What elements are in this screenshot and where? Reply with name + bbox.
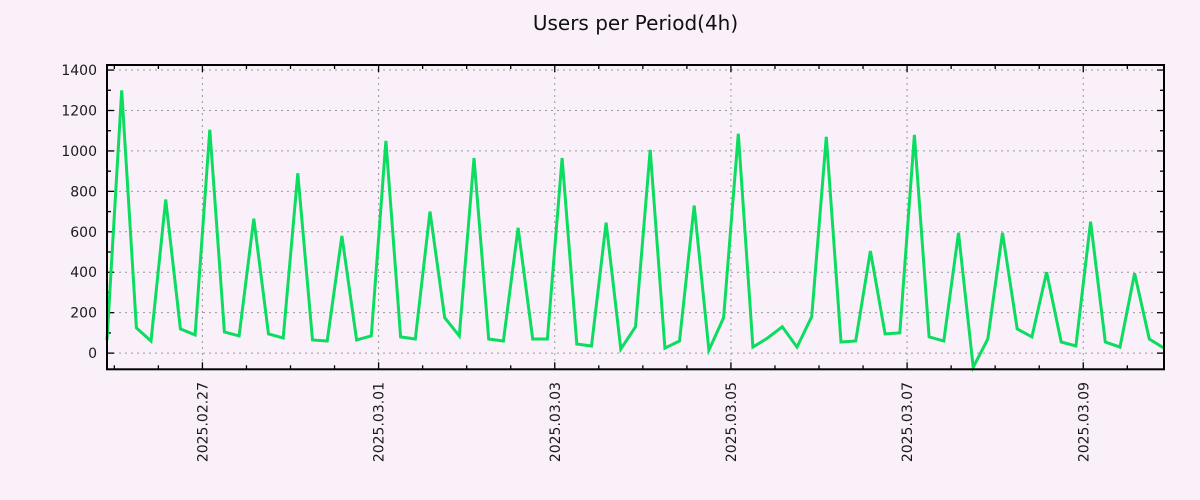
chart-title: Users per Period(4h) [532,11,739,35]
y-tick-label: 400 [70,265,97,281]
plot-border [106,64,1165,371]
y-tick-label: 200 [70,306,97,322]
y-tick-label: 0 [88,346,97,362]
x-tick-label: 2025.03.03 [548,382,564,462]
x-tick-label: 2025.03.07 [900,382,916,462]
users-series-line [105,90,1165,373]
x-tick-label: 2025.03.01 [372,382,388,462]
y-tick-label: 1400 [61,63,97,79]
y-tick-label: 800 [70,184,97,200]
y-tick-label: 600 [70,225,97,241]
x-tick-label: 2025.03.05 [724,382,740,462]
x-tick-label: 2025.03.09 [1076,382,1092,462]
y-tick-label: 1200 [61,103,97,119]
y-tick-label: 1000 [61,144,97,160]
x-tick-label: 2025.02.27 [195,382,211,462]
